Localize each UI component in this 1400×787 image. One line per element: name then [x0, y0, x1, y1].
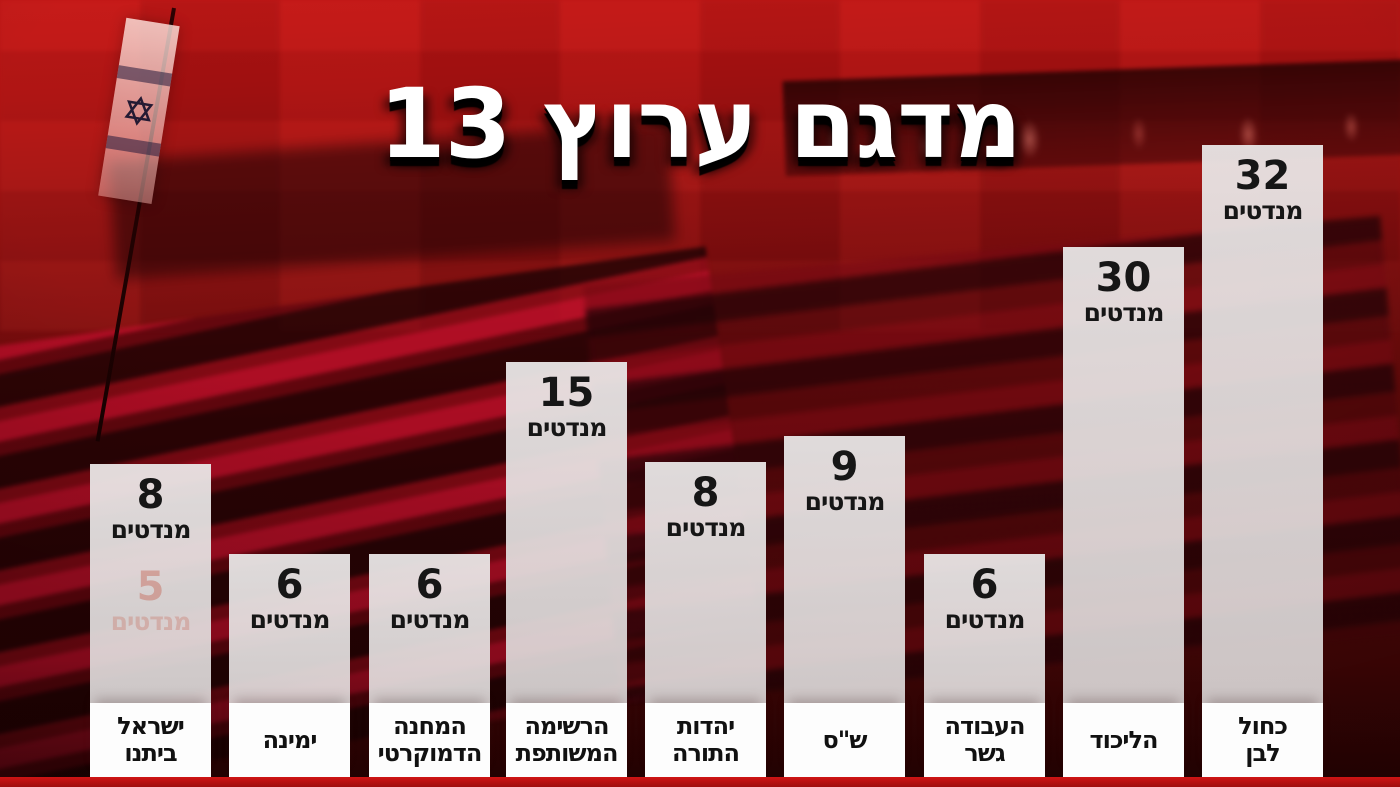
- party-label-box: יהדות התורה: [645, 703, 766, 777]
- seat-count: 8: [136, 472, 165, 518]
- party-label: הליכוד: [1089, 725, 1158, 754]
- seat-count: 6: [970, 562, 999, 608]
- bar-democratic-camp: 6 מנדטים המחנה הדמוקרטי: [369, 554, 490, 777]
- seat-unit: מנדטים: [944, 605, 1026, 634]
- party-label: המחנה הדמוקרטי: [377, 712, 483, 767]
- party-label-box: כחול לבן: [1202, 703, 1323, 777]
- party-label: ש"ס: [822, 725, 867, 754]
- seat-count: 6: [415, 562, 444, 608]
- bar-likud: 30 מנדטים הליכוד: [1063, 247, 1184, 777]
- party-label: כחול לבן: [1238, 712, 1288, 767]
- seat-unit: מנדטים: [526, 413, 608, 442]
- party-label-box: ישראל ביתנו: [90, 703, 211, 777]
- party-label-box: העבודה גשר: [924, 703, 1045, 777]
- seat-unit: מנדטים: [110, 515, 192, 544]
- seat-count: 30: [1095, 255, 1152, 301]
- seat-unit: מנדטים: [389, 605, 471, 634]
- seat-count: 6: [275, 562, 304, 608]
- seat-unit: מנדטים: [249, 605, 331, 634]
- party-label: ישראל ביתנו: [117, 712, 185, 767]
- seat-count: 9: [830, 444, 859, 490]
- bar-blue-and-white: 32 מנדטים כחול לבן: [1202, 145, 1323, 777]
- bar-yamina: 6 מנדטים ימינה: [229, 554, 350, 777]
- bar-yisrael-beiteinu: 8 מנדטים 5 מנדטים ישראל ביתנו: [90, 464, 211, 777]
- party-label: הרשימה המשותפת: [515, 712, 619, 767]
- seat-unit: מנדטים: [1083, 298, 1165, 327]
- bottom-accent-strip: [0, 777, 1400, 787]
- bar-united-torah-judaism: 8 מנדטים יהדות התורה: [645, 462, 766, 777]
- page-title: מדגם ערוץ 13: [378, 68, 1022, 181]
- bar-joint-list: 15 מנדטים הרשימה המשותפת: [506, 362, 627, 777]
- party-label-box: ש"ס: [784, 703, 905, 777]
- ghost-seat-unit: מנדטים: [110, 606, 192, 636]
- bar-shas: 9 מנדטים ש"ס: [784, 436, 905, 777]
- party-label-box: המחנה הדמוקרטי: [369, 703, 490, 777]
- party-label-box: ימינה: [229, 703, 350, 777]
- party-label: ימינה: [262, 725, 318, 754]
- seat-unit: מנדטים: [804, 487, 886, 516]
- ghost-seat-count: 5: [136, 563, 165, 610]
- seat-count: 15: [538, 370, 595, 416]
- party-label-box: הרשימה המשותפת: [506, 703, 627, 777]
- seat-unit: מנדטים: [665, 513, 747, 542]
- party-label-box: הליכוד: [1063, 703, 1184, 777]
- party-label: יהדות התורה: [671, 712, 740, 767]
- seat-unit: מנדטים: [1222, 196, 1304, 225]
- bar-labor-gesher: 6 מנדטים העבודה גשר: [924, 554, 1045, 777]
- seat-count: 8: [691, 470, 720, 516]
- party-label: העבודה גשר: [944, 712, 1026, 767]
